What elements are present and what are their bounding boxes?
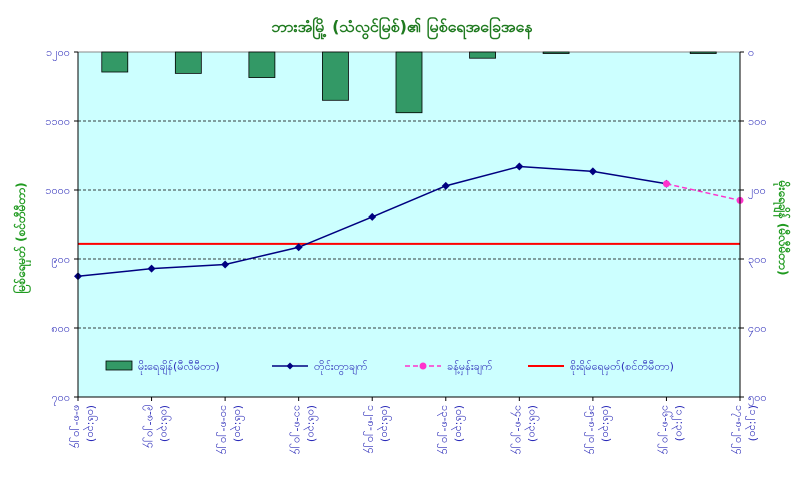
y-right-tick-label: ၄၀၀ bbox=[748, 322, 767, 337]
y-right-tick-label: ၁၀၀ bbox=[748, 115, 767, 128]
rainfall-bar bbox=[395, 51, 423, 114]
x-tick-label-date: ၁၀-၈-၂၀၂၄ bbox=[216, 405, 231, 455]
legend-label: မိုးရေချိန်(မီလီမီတာ) bbox=[138, 360, 220, 375]
x-tick-label-date: ၉-၈-၂၀၂၄ bbox=[143, 405, 158, 449]
y-left-tick-label: ၇၀၀ bbox=[51, 391, 70, 406]
forecast-point bbox=[662, 180, 670, 188]
legend-swatch-rainfall bbox=[105, 360, 133, 371]
x-tick-label-group: ၁၀-၈-၂၀၂၄ (၀၆:၃၀) bbox=[216, 405, 245, 455]
x-tick-label-date: ၈-၈-၂၀၂၄ bbox=[69, 405, 84, 449]
y-right-tick-label: ၃၀၀ bbox=[748, 253, 767, 268]
y-left-tick-label: ၉၀၀ bbox=[51, 253, 70, 268]
rainfall-bar bbox=[322, 51, 349, 101]
x-tick-label-time: (၀၆:၃၀) bbox=[304, 405, 319, 442]
y-left-tick-label: ၈၀၀ bbox=[51, 322, 70, 335]
rainfall-bar bbox=[469, 51, 496, 59]
rainfall-bar bbox=[542, 51, 570, 54]
y-left-tick-label: ၁၁၀၀ bbox=[45, 115, 70, 128]
x-tick-label-group: ၁၂-၈-၂၀၂၄ (၀၆:၃၀) bbox=[363, 405, 392, 454]
measured-point bbox=[588, 167, 597, 176]
x-tick-label-time: (၀၆:၃၀) bbox=[377, 405, 392, 442]
x-tick-label-date: ၁၅-၈-၂၀၂၄ bbox=[584, 405, 599, 455]
x-tick-label-group: ၈-၈-၂၀၂၄ (၀၆:၃၀) bbox=[69, 405, 98, 449]
rainfall-bar bbox=[248, 51, 276, 78]
x-tick-label-time: (၀၆:၃၀) bbox=[524, 405, 539, 442]
x-tick-label-group: ၁၅-၈-၂၀၂၄ (၀၆:၃၀) bbox=[584, 405, 613, 455]
rainfall-bar bbox=[689, 51, 717, 54]
x-tick-label-date: ၁၃-၈-၂၀၂၄ bbox=[437, 405, 452, 455]
y-right-tick-label: ၂၀၀ bbox=[748, 184, 766, 199]
rainfall-bar bbox=[174, 51, 202, 74]
x-tick-label-time: (၀၆:၃၀) bbox=[83, 405, 98, 442]
measured-point bbox=[441, 181, 450, 190]
x-tick-label-date: ၁၁-၈-၂၀၂၄ bbox=[290, 405, 305, 455]
water-level-lines bbox=[74, 162, 744, 281]
y-right-tick-label: ၅၀၀ bbox=[748, 391, 767, 406]
axes: ၇၀၀ ၈၀၀ ၉၀၀ ၁၀၀၀ ၁၁၀၀ ၁၂၀၀ ၀၁၀၀၂၀၀၃၀၀၄၀၀၅၀၀၈-၈… bbox=[45, 46, 766, 455]
x-tick-label-date: ၁၆-၈-၂၀၂၄ bbox=[657, 405, 672, 455]
x-tick-label-time: (၀၆:၃၀) bbox=[230, 405, 245, 442]
x-tick-label-date: ၁၄-၈-၂၀၂၄ bbox=[510, 405, 525, 455]
y-axis-right-title: မိုးရေချိန် (မီလီမီတာ) bbox=[772, 180, 792, 276]
legend-label: ခန့်မှန်းချက် bbox=[447, 360, 493, 375]
measured-point bbox=[368, 212, 377, 221]
legend: မိုးရေချိန်(မီလီမီတာ) တိုင်းတွာချက် ခန့်မှ… bbox=[105, 360, 674, 375]
x-tick-label-group: ၁၁-၈-၂၀၂၄ (၀၆:၃၀) bbox=[290, 405, 319, 455]
x-tick-label-group: ၁၆-၈-၂၀၂၄ (၁၂:၃၀) bbox=[657, 405, 686, 455]
y-left-tick-label: ၁၂၀၀ bbox=[46, 46, 70, 61]
y-left-tick-label: ၁၀၀၀ bbox=[45, 184, 70, 197]
legend-label: တိုင်းတွာချက် bbox=[314, 360, 368, 375]
x-tick-label-time: (၁၂:၃၀) bbox=[671, 405, 686, 441]
measured-point bbox=[294, 243, 303, 252]
legend-marker-forecast bbox=[419, 362, 427, 370]
x-tick-label-group: ၁၄-၈-၂၀၂၄ (၀၆:၃၀) bbox=[510, 405, 539, 455]
x-tick-label-time: (၀၆:၃၀) bbox=[598, 405, 613, 442]
gridlines bbox=[78, 120, 740, 329]
measured-point bbox=[221, 260, 230, 269]
y-right-tick-label: ၀ bbox=[748, 46, 754, 59]
rainfall-bar bbox=[101, 51, 129, 73]
rainfall-bars bbox=[101, 51, 717, 114]
x-tick-label-group: ၁၇-၈-၂၀၂၄ (၁၂:၃၀) bbox=[731, 405, 760, 455]
measured-point bbox=[515, 162, 524, 171]
legend-label: စိုးရိမ်ရေမှတ်(စင်တီမီတာ) bbox=[570, 360, 674, 375]
x-tick-label-date: ၁၇-၈-၂၀၂၄ bbox=[731, 405, 746, 455]
forecast-line bbox=[666, 183, 741, 202]
y-axis-left-title: မြစ်ရေမှတ် (စင်တီမီတာ) bbox=[11, 182, 32, 293]
x-tick-label-date: ၁၂-၈-၂၀၂၄ bbox=[363, 405, 378, 454]
x-tick-label-group: ၉-၈-၂၀၂၄ (၀၆:၃၀) bbox=[143, 405, 172, 449]
x-tick-label-time: (၀၆:၃၀) bbox=[451, 405, 466, 442]
x-tick-label-time: (၀၆:၃၀) bbox=[157, 405, 172, 442]
x-tick-label-group: ၁၃-၈-၂၀၂၄ (၀၆:၃၀) bbox=[437, 405, 466, 455]
x-tick-label-time: (၁၂:၃၀) bbox=[745, 405, 760, 441]
measured-point bbox=[147, 264, 156, 273]
legend-marker-measured bbox=[286, 362, 294, 370]
